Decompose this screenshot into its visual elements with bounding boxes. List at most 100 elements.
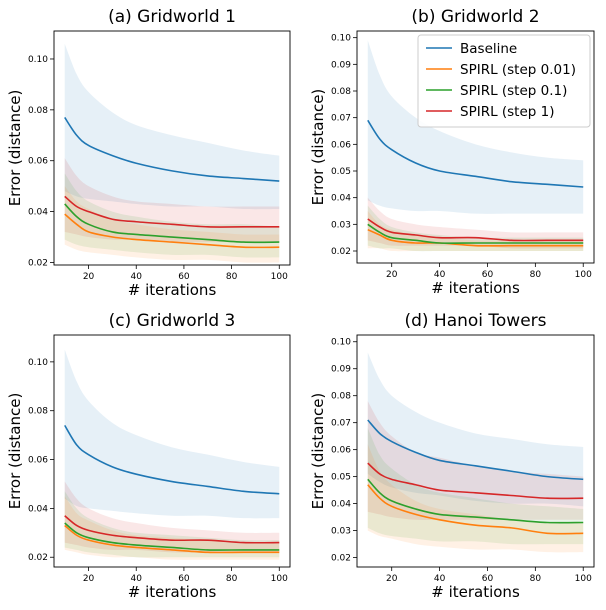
y-tick-label: 0.02 [331,247,351,257]
axes-frame [356,30,595,264]
x-tick-label: 40 [434,574,446,584]
y-tick-label: 0.10 [331,338,351,348]
series-line [367,478,584,524]
x-tick-label: 80 [530,574,542,584]
series-line [367,419,584,481]
y-tick-label: 0.10 [28,358,48,368]
y-tick-label: 0.06 [331,140,351,150]
confidence-band [367,444,584,553]
series-line [64,213,280,249]
chart-panel-4: 20 40 60 80 100 0.02 0.03 0.04 0.05 0.06 0.07 0.08 0… [309,311,595,601]
confidence-band [64,158,280,243]
y-tick-label: 0.08 [28,106,48,116]
y-tick-label: 0.09 [331,365,351,375]
chart-title: (a) Gridworld 1 [108,7,236,27]
y-axis-label: Error (distance) [309,393,327,510]
chart-panel-2: 20 40 60 80 100 0.02 0.03 0.04 0.05 0.06 0.07 0.08 0… [309,7,595,297]
series-line [64,524,280,554]
series-line [64,117,280,182]
x-tick-label: 80 [226,574,238,584]
legend-label: SPIRL (step 0.01) [460,62,576,78]
confidence-band [64,43,280,210]
series-line [367,218,584,242]
series-line [64,522,280,551]
x-tick-label: 100 [271,272,288,282]
x-tick-label: 40 [131,574,143,584]
legend-box [417,34,591,128]
x-axis-label: # iterations [128,281,217,299]
plot-area [64,43,280,263]
x-tick-label: 20 [83,574,95,584]
x-tick-label: 20 [83,272,95,282]
series-line [64,195,280,228]
legend-label: SPIRL (step 1) [460,104,555,120]
y-tick-label: 0.07 [331,419,351,429]
x-tick-label: 80 [530,270,542,280]
confidence-band [367,40,584,214]
x-tick-label: 100 [575,574,592,584]
y-tick-label: 0.05 [331,167,351,177]
series-line [64,424,280,495]
y-tick-label: 0.04 [331,500,351,510]
y-tick-label: 0.06 [28,456,48,466]
chart-title: (d) Hanoi Towers [404,311,546,331]
plot-area [367,352,584,553]
x-tick-label: 40 [131,272,143,282]
x-tick-label: 60 [482,574,494,584]
y-tick-label: 0.03 [331,527,351,537]
y-tick-label: 0.04 [28,504,48,514]
x-tick-label: 60 [178,272,190,282]
confidence-band [64,349,280,519]
x-axis-label: # iterations [431,279,520,297]
chart-panel-3: 20 40 60 80 100 0.02 0.04 0.06 0.08 0.10 (c) Gridw… [6,311,291,601]
axes-frame [53,30,291,266]
y-axis-label: Error (distance) [309,89,327,206]
series-line [64,203,280,244]
y-tick-label: 0.07 [331,114,351,124]
plot-area [367,40,584,252]
x-tick-label: 100 [575,270,592,280]
y-tick-label: 0.06 [331,446,351,456]
x-tick-label: 60 [482,270,494,280]
x-tick-label: 100 [271,574,288,584]
axes-frame [53,334,291,568]
y-tick-label: 0.09 [331,60,351,70]
y-tick-label: 0.04 [331,194,351,204]
series-line [367,119,584,188]
y-tick-label: 0.10 [331,34,351,44]
plot-area [64,349,280,560]
series-line [64,515,280,544]
y-tick-label: 0.02 [28,553,48,563]
y-tick-label: 0.05 [331,473,351,483]
series-line [367,484,584,535]
confidence-band [367,352,584,507]
y-axis-label: Error (distance) [6,90,24,207]
y-tick-label: 0.08 [28,407,48,417]
legend-label: SPIRL (step 0.1) [460,83,567,99]
confidence-band [64,173,280,258]
y-tick-label: 0.06 [28,157,48,167]
x-axis-label: # iterations [128,583,217,601]
x-tick-label: 20 [386,574,398,584]
y-tick-label: 0.10 [28,55,48,65]
x-tick-label: 80 [226,272,238,282]
x-tick-label: 20 [386,270,398,280]
confidence-band [64,186,280,263]
chart-title: (c) Gridworld 3 [109,311,236,331]
y-tick-label: 0.03 [331,220,351,230]
chart-title: (b) Gridworld 2 [411,7,539,27]
chart-panel-1: 20 40 60 80 100 0.02 0.04 0.06 0.08 0.10 (a) Gridw… [6,7,291,299]
y-tick-label: 0.08 [331,87,351,97]
confidence-band [64,481,280,553]
confidence-band [367,401,584,520]
series-line [367,462,584,500]
series-line [367,223,584,244]
y-tick-label: 0.04 [28,208,48,218]
y-tick-label: 0.02 [331,554,351,564]
x-tick-label: 40 [434,270,446,280]
x-tick-label: 60 [178,574,190,584]
y-axis-label: Error (distance) [6,393,24,510]
legend: Baseline SPIRL (step 0.01) SPIRL (step 0.1… [417,34,591,128]
y-tick-label: 0.08 [331,392,351,402]
